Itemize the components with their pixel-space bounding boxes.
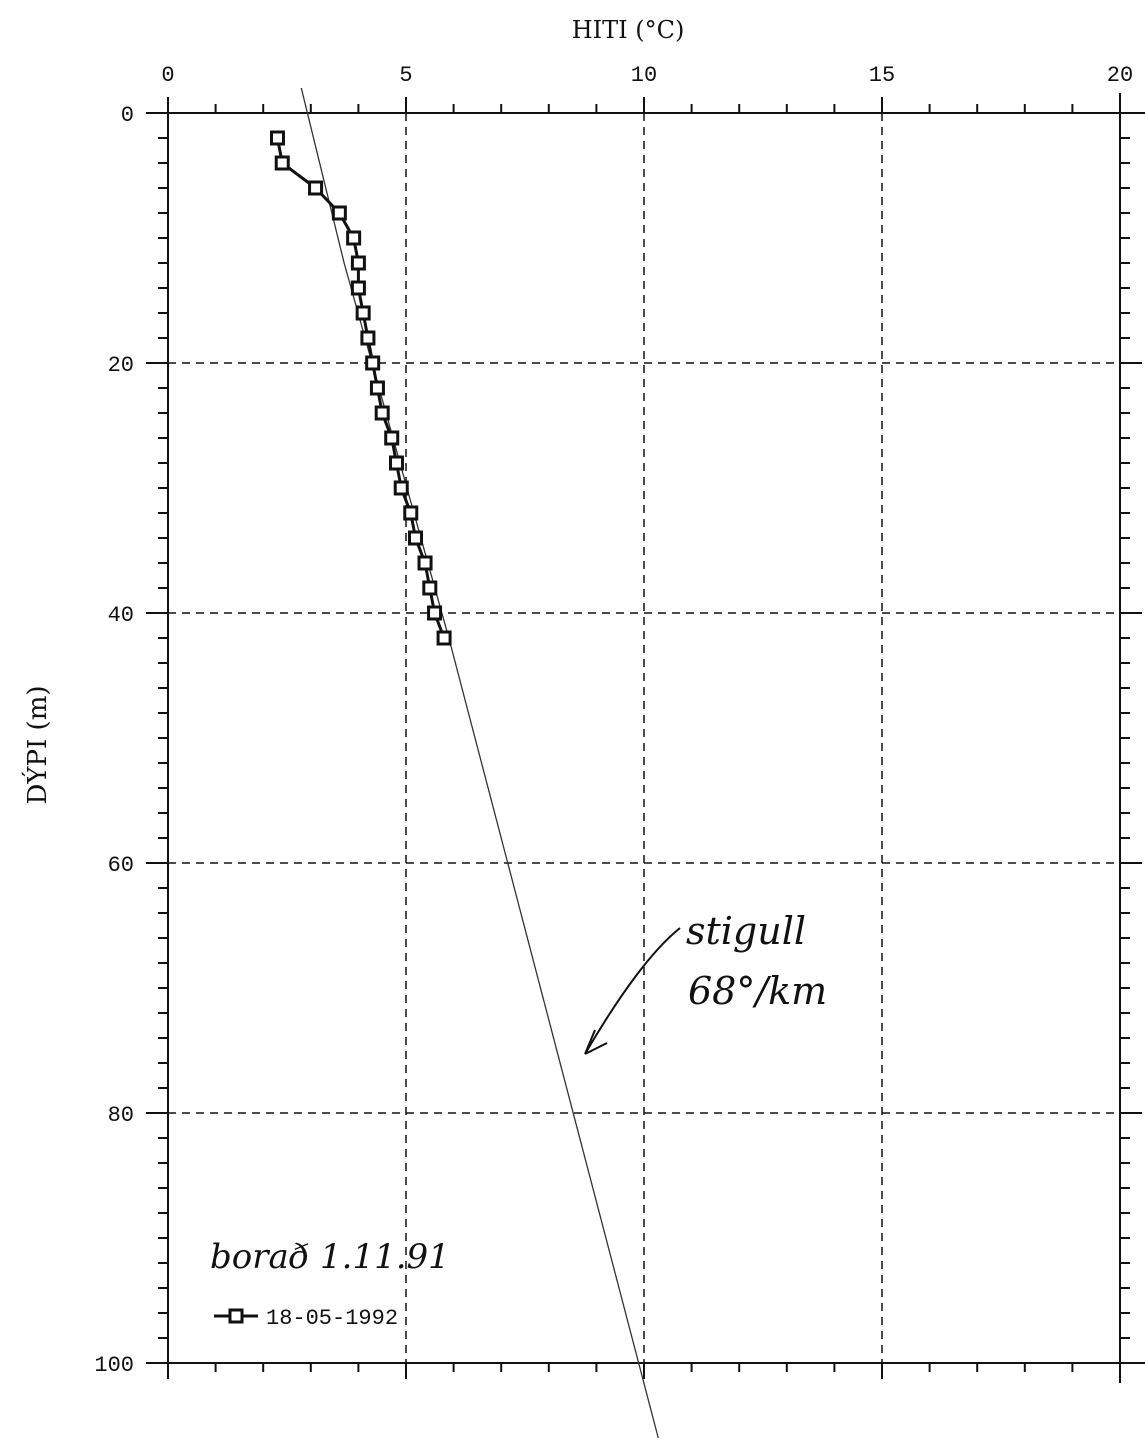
y-tick-label: 60 (108, 853, 134, 878)
data-point (365, 355, 381, 371)
legend-marker (228, 1308, 244, 1324)
x-axis-label: HITI (°C) (572, 16, 685, 44)
x-tick-label: 20 (1107, 63, 1133, 88)
data-point (417, 555, 433, 571)
annotations: stigull 68°/km borað 1.11.91 (210, 909, 827, 1277)
data-point (269, 130, 285, 146)
axis-ticks (146, 97, 1142, 1379)
data-point (308, 180, 324, 196)
annotation-drill-date: borað 1.11.91 (210, 1237, 450, 1277)
y-tick-label: 80 (108, 1103, 134, 1128)
annotation-gradient-word: stigull (686, 909, 806, 953)
x-tick-label: 5 (399, 63, 412, 88)
data-point (388, 455, 404, 471)
x-tick-label: 0 (161, 63, 174, 88)
data-point (427, 605, 443, 621)
tick-labels: 0 5 10 15 20 0 20 40 60 80 100 (94, 63, 1133, 1378)
annotation-gradient-value: 68°/km (688, 969, 827, 1013)
series-group (269, 130, 452, 646)
data-point (384, 430, 400, 446)
y-tick-label: 0 (121, 103, 134, 128)
y-tick-label: 100 (94, 1353, 134, 1378)
x-tick-label: 15 (869, 63, 895, 88)
data-point (346, 230, 362, 246)
y-tick-label: 40 (108, 603, 134, 628)
gradient-trend-line (300, 87, 659, 1439)
y-tick-label: 20 (108, 353, 134, 378)
data-point (350, 255, 366, 271)
data-point (355, 305, 371, 321)
data-point (374, 405, 390, 421)
annotation-arrow (584, 927, 681, 1055)
x-tick-label: 10 (631, 63, 657, 88)
data-point (403, 505, 419, 521)
legend: 18-05-1992 (214, 1306, 398, 1331)
data-point (436, 630, 452, 646)
legend-label: 18-05-1992 (266, 1306, 398, 1331)
data-point (360, 330, 376, 346)
grid-lines (168, 113, 1120, 1363)
data-point (369, 380, 385, 396)
data-point (408, 530, 424, 546)
data-point (393, 480, 409, 496)
data-point (350, 280, 366, 296)
axes (167, 93, 1145, 1383)
trend-line (300, 87, 659, 1439)
data-point (422, 580, 438, 596)
y-axis-label: DÝPI (m) (21, 686, 53, 805)
data-point (274, 155, 290, 171)
data-point (331, 205, 347, 221)
